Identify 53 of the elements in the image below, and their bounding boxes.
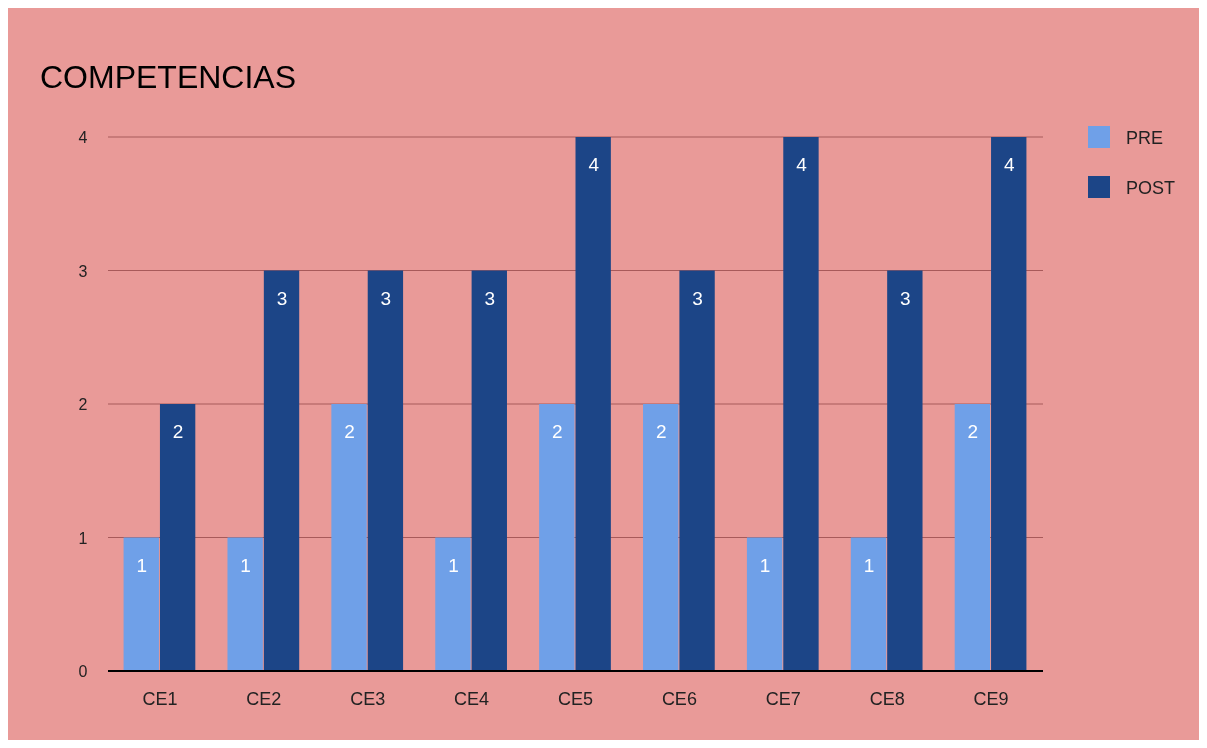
x-tick-label: CE5 (557, 689, 594, 709)
bar (575, 137, 611, 671)
x-tick-label: CE6 (661, 689, 697, 709)
data-label: 2 (655, 421, 667, 442)
data-label: 2 (344, 421, 355, 442)
data-label: 3 (484, 287, 496, 309)
y-tick-label: 1 (78, 529, 88, 547)
bar (123, 537, 159, 671)
data-label: 1 (448, 554, 459, 576)
data-label: 3 (276, 287, 288, 309)
bar (227, 537, 263, 671)
x-tick-label: CE3 (350, 689, 386, 709)
bar (783, 137, 819, 671)
bar (263, 270, 300, 671)
x-tick-label: CE9 (973, 689, 1009, 709)
y-tick-label: 0 (78, 663, 88, 680)
data-label: 3 (380, 287, 392, 309)
legend-label: POST (1126, 178, 1176, 198)
x-tick-label: CE4 (454, 689, 490, 709)
bar (367, 270, 404, 671)
x-tick-label: CE1 (142, 689, 178, 709)
data-label: 1 (240, 554, 251, 576)
legend-label: PRE (1126, 128, 1164, 148)
x-tick-label: CE2 (246, 689, 282, 709)
data-label: 3 (692, 287, 703, 309)
chart-title: COMPETENCIAS (40, 59, 297, 95)
data-label: 1 (136, 554, 148, 576)
bar (435, 537, 471, 671)
data-label: 4 (1003, 154, 1015, 175)
y-tick-label: 2 (78, 396, 88, 413)
bar (539, 404, 575, 671)
bar (991, 137, 1027, 671)
x-tick-label: CE8 (869, 689, 905, 709)
x-tick-label: CE7 (765, 689, 801, 709)
bar (471, 270, 507, 671)
data-label: 3 (900, 287, 911, 309)
bar (159, 404, 196, 671)
bar (954, 404, 991, 671)
bar (850, 537, 887, 671)
y-tick-label: 3 (78, 262, 88, 280)
y-tick-label: 4 (78, 129, 88, 146)
data-label: 2 (552, 421, 563, 442)
bar (887, 270, 923, 671)
bar (679, 270, 715, 671)
bar (746, 537, 783, 671)
data-label: 1 (759, 554, 771, 576)
bar (643, 404, 679, 671)
data-label: 2 (967, 421, 979, 442)
data-label: 4 (588, 154, 600, 175)
data-label: 1 (863, 554, 875, 576)
data-label: 2 (172, 421, 184, 442)
data-label: 4 (796, 154, 808, 175)
bar (331, 404, 367, 671)
